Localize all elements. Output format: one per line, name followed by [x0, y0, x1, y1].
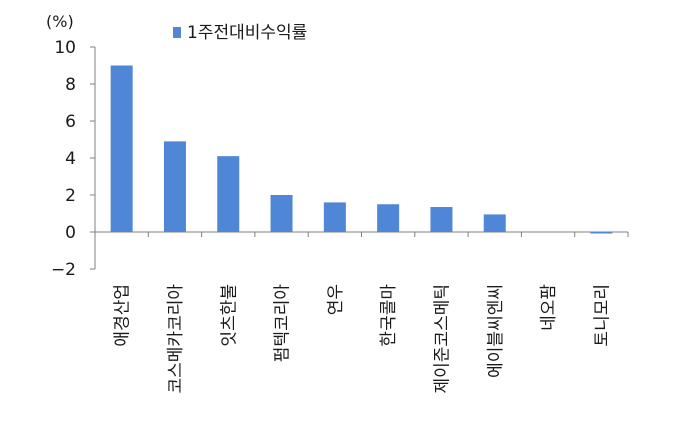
x-tick-label: 연우: [326, 284, 346, 315]
legend-swatch: [173, 27, 181, 38]
bar: [377, 204, 400, 232]
y-unit-label: (%): [46, 12, 74, 31]
bar: [430, 207, 453, 232]
bar: [163, 141, 186, 232]
y-tick-label: 10: [54, 38, 76, 58]
y-tick-label: −2: [51, 260, 76, 280]
bar: [270, 195, 293, 232]
legend-label: 1주전대비수익률: [187, 23, 307, 43]
y-axis: −2 0 2 4 6 8 10: [51, 38, 95, 280]
bar: [323, 202, 346, 232]
x-tick-label: 펌텍코리아: [273, 284, 293, 363]
y-tick-label: 4: [65, 149, 76, 169]
y-tick-label: 2: [65, 186, 76, 206]
x-tick-label: 애경산업: [113, 284, 133, 347]
x-axis-ticks: [94, 232, 629, 237]
bar: [110, 65, 133, 232]
x-tick-label: 한국콜마: [379, 284, 399, 347]
bar: [483, 214, 506, 232]
y-tick-label: 0: [65, 223, 76, 243]
x-tick-label: 코스메카코리아: [166, 284, 186, 394]
x-tick-label: 토니모리: [592, 284, 612, 347]
legend: 1주전대비수익률: [173, 23, 307, 43]
bar: [590, 232, 613, 234]
y-tick-label: 8: [65, 75, 76, 95]
x-tick-label: 잇츠한불: [219, 284, 239, 347]
bars: [110, 65, 613, 234]
x-tick-label: 제이준코스메틱: [432, 284, 452, 393]
x-tick-label: 네오팜: [539, 284, 559, 331]
bar: [217, 156, 240, 232]
x-axis-labels: 애경산업 코스메카코리아 잇츠한불 펌텍코리아 연우 한국콜마 제이준코스메틱 에이블씨엔씨 네…: [113, 284, 613, 394]
x-tick-label: 에이블씨엔씨: [486, 284, 506, 378]
y-tick-label: 6: [65, 112, 76, 132]
